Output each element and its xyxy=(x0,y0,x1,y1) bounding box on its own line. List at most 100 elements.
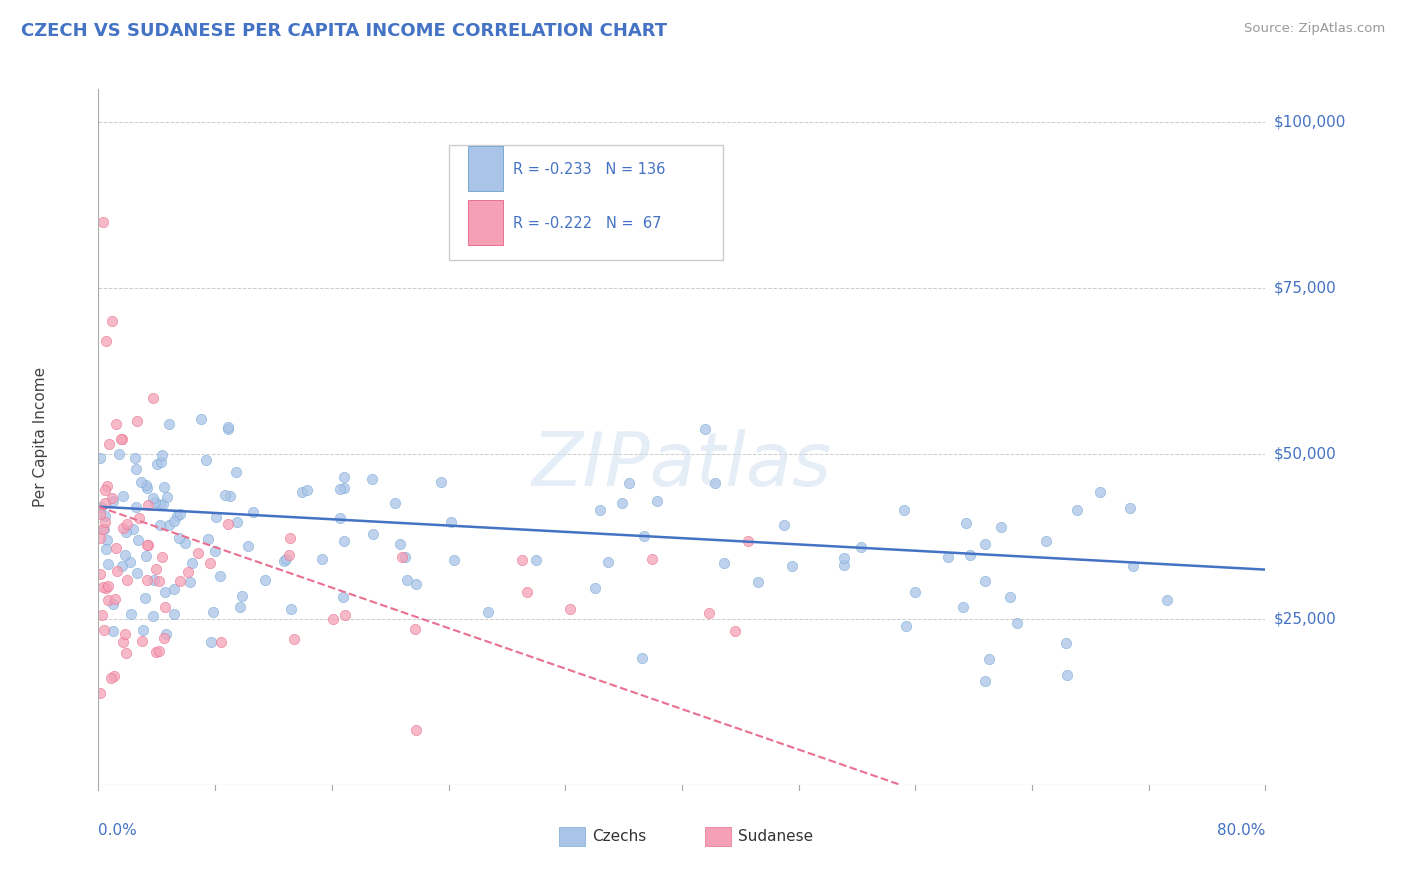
Point xyxy=(204,510,226,524)
Point xyxy=(832,558,855,573)
Point xyxy=(91,607,114,622)
Point xyxy=(510,553,533,567)
Point xyxy=(713,556,735,570)
Point xyxy=(200,635,222,649)
Point xyxy=(125,462,148,476)
Point xyxy=(103,597,125,611)
Point xyxy=(136,481,159,495)
Point xyxy=(697,606,720,620)
Point xyxy=(977,652,1000,666)
Point xyxy=(959,548,981,562)
Text: $75,000: $75,000 xyxy=(1274,280,1337,295)
Point xyxy=(94,334,117,348)
Point xyxy=(120,607,142,622)
Point xyxy=(115,574,138,588)
Point xyxy=(93,515,115,529)
Point xyxy=(96,533,118,548)
Point xyxy=(94,541,117,556)
Point xyxy=(780,559,803,574)
Point xyxy=(893,503,915,517)
Point xyxy=(111,489,134,503)
Text: Sudanese: Sudanese xyxy=(738,829,813,844)
Point xyxy=(214,488,236,502)
Point xyxy=(105,565,128,579)
Point xyxy=(181,556,204,570)
Point xyxy=(990,520,1012,534)
Point xyxy=(142,609,165,624)
Point xyxy=(111,635,134,649)
Point xyxy=(291,485,314,500)
Point xyxy=(747,574,769,589)
Text: CZECH VS SUDANESE PER CAPITA INCOME CORRELATION CHART: CZECH VS SUDANESE PER CAPITA INCOME CORR… xyxy=(21,22,668,40)
Point xyxy=(894,619,917,633)
Point xyxy=(560,602,582,616)
Point xyxy=(169,574,191,589)
Point xyxy=(231,589,253,603)
Point xyxy=(101,494,124,508)
Point xyxy=(132,623,155,637)
Point xyxy=(384,496,406,510)
Point xyxy=(311,551,333,566)
Point xyxy=(630,651,652,665)
Point xyxy=(136,538,159,552)
Point xyxy=(169,508,191,522)
Point xyxy=(589,503,612,517)
Point xyxy=(143,494,166,508)
Point xyxy=(94,495,117,509)
Point xyxy=(96,581,118,595)
Point xyxy=(998,590,1021,604)
Point xyxy=(157,417,180,432)
Point xyxy=(135,573,157,587)
Point xyxy=(90,500,112,514)
Point xyxy=(273,554,295,568)
Point xyxy=(280,601,302,615)
Text: 80.0%: 80.0% xyxy=(1218,823,1265,838)
Point xyxy=(974,574,997,589)
Point xyxy=(218,489,240,503)
Point xyxy=(955,516,977,531)
Point xyxy=(229,600,252,615)
Point xyxy=(103,592,125,607)
Point xyxy=(405,723,427,737)
Point xyxy=(166,508,188,523)
Point xyxy=(89,507,111,521)
Point xyxy=(194,452,217,467)
Point xyxy=(974,536,997,550)
Point xyxy=(1066,503,1088,517)
Point xyxy=(440,515,463,529)
Point xyxy=(389,536,412,550)
Point xyxy=(361,526,384,541)
Point xyxy=(127,533,149,547)
Point xyxy=(322,612,344,626)
Point xyxy=(148,574,170,588)
Point xyxy=(524,553,547,567)
Point xyxy=(278,532,301,546)
Point xyxy=(114,524,136,539)
Point xyxy=(97,579,120,593)
Point xyxy=(152,497,174,511)
Point xyxy=(973,673,995,688)
Point xyxy=(329,510,352,524)
Point xyxy=(100,314,122,328)
Point xyxy=(198,556,221,570)
Point xyxy=(283,632,305,647)
Point xyxy=(360,472,382,486)
Point xyxy=(163,514,186,528)
Point xyxy=(135,538,157,552)
Point xyxy=(225,516,247,530)
Point xyxy=(477,605,499,619)
Point xyxy=(156,490,179,504)
Point xyxy=(253,573,276,587)
Point xyxy=(167,531,190,545)
Point xyxy=(124,451,146,466)
Point xyxy=(1054,636,1077,650)
Point xyxy=(332,590,354,604)
Point xyxy=(952,600,974,615)
Bar xyxy=(468,146,503,192)
Point xyxy=(89,451,111,466)
Point xyxy=(93,624,115,638)
Point xyxy=(145,645,167,659)
Point xyxy=(152,631,174,645)
Point xyxy=(1088,484,1111,499)
Point xyxy=(163,582,186,596)
